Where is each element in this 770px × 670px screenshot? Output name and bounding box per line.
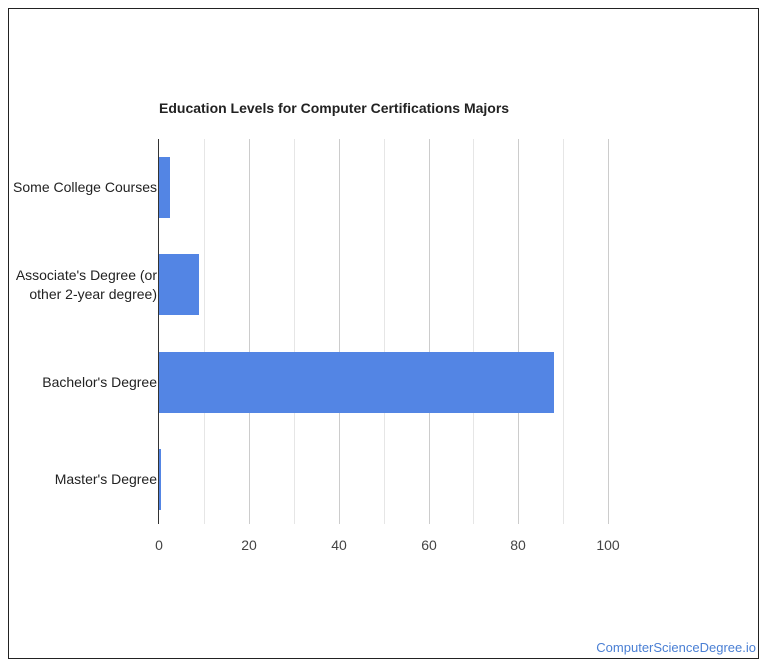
y-label-some-college: Some College Courses xyxy=(13,179,157,195)
y-label-associates-line1: Associate's Degree (or xyxy=(15,267,157,283)
bar-some-college[interactable] xyxy=(159,157,170,218)
gridline-minor xyxy=(384,139,385,524)
gridline-100 xyxy=(608,139,609,524)
x-tick-80: 80 xyxy=(510,537,526,553)
x-tick-20: 20 xyxy=(241,537,257,553)
x-tick-60: 60 xyxy=(421,537,437,553)
gridline-minor xyxy=(473,139,474,524)
gridline-60 xyxy=(429,139,430,524)
source-credit-link[interactable]: ComputerScienceDegree.io xyxy=(596,640,756,655)
x-tick-100: 100 xyxy=(596,537,620,553)
chart-title: Education Levels for Computer Certificat… xyxy=(159,100,510,116)
bar-bachelors[interactable] xyxy=(159,352,554,413)
x-tick-0: 0 xyxy=(155,537,163,553)
gridline-minor xyxy=(563,139,564,524)
y-label-associates-line2: other 2-year degree) xyxy=(29,286,157,302)
bar-masters[interactable] xyxy=(159,449,161,510)
gridline-minor xyxy=(294,139,295,524)
gridline-20 xyxy=(249,139,250,524)
gridline-80 xyxy=(518,139,519,524)
x-tick-40: 40 xyxy=(331,537,347,553)
y-label-associates: Associate's Degree (or other 2-year degr… xyxy=(16,266,157,304)
plot-area xyxy=(159,139,609,524)
bar-associates[interactable] xyxy=(159,254,199,315)
y-axis-line xyxy=(158,139,159,524)
y-label-masters: Master's Degree xyxy=(54,471,157,487)
chart-frame xyxy=(8,8,759,659)
gridline-minor xyxy=(204,139,205,524)
gridline-40 xyxy=(339,139,340,524)
y-label-bachelors: Bachelor's Degree xyxy=(42,374,157,390)
